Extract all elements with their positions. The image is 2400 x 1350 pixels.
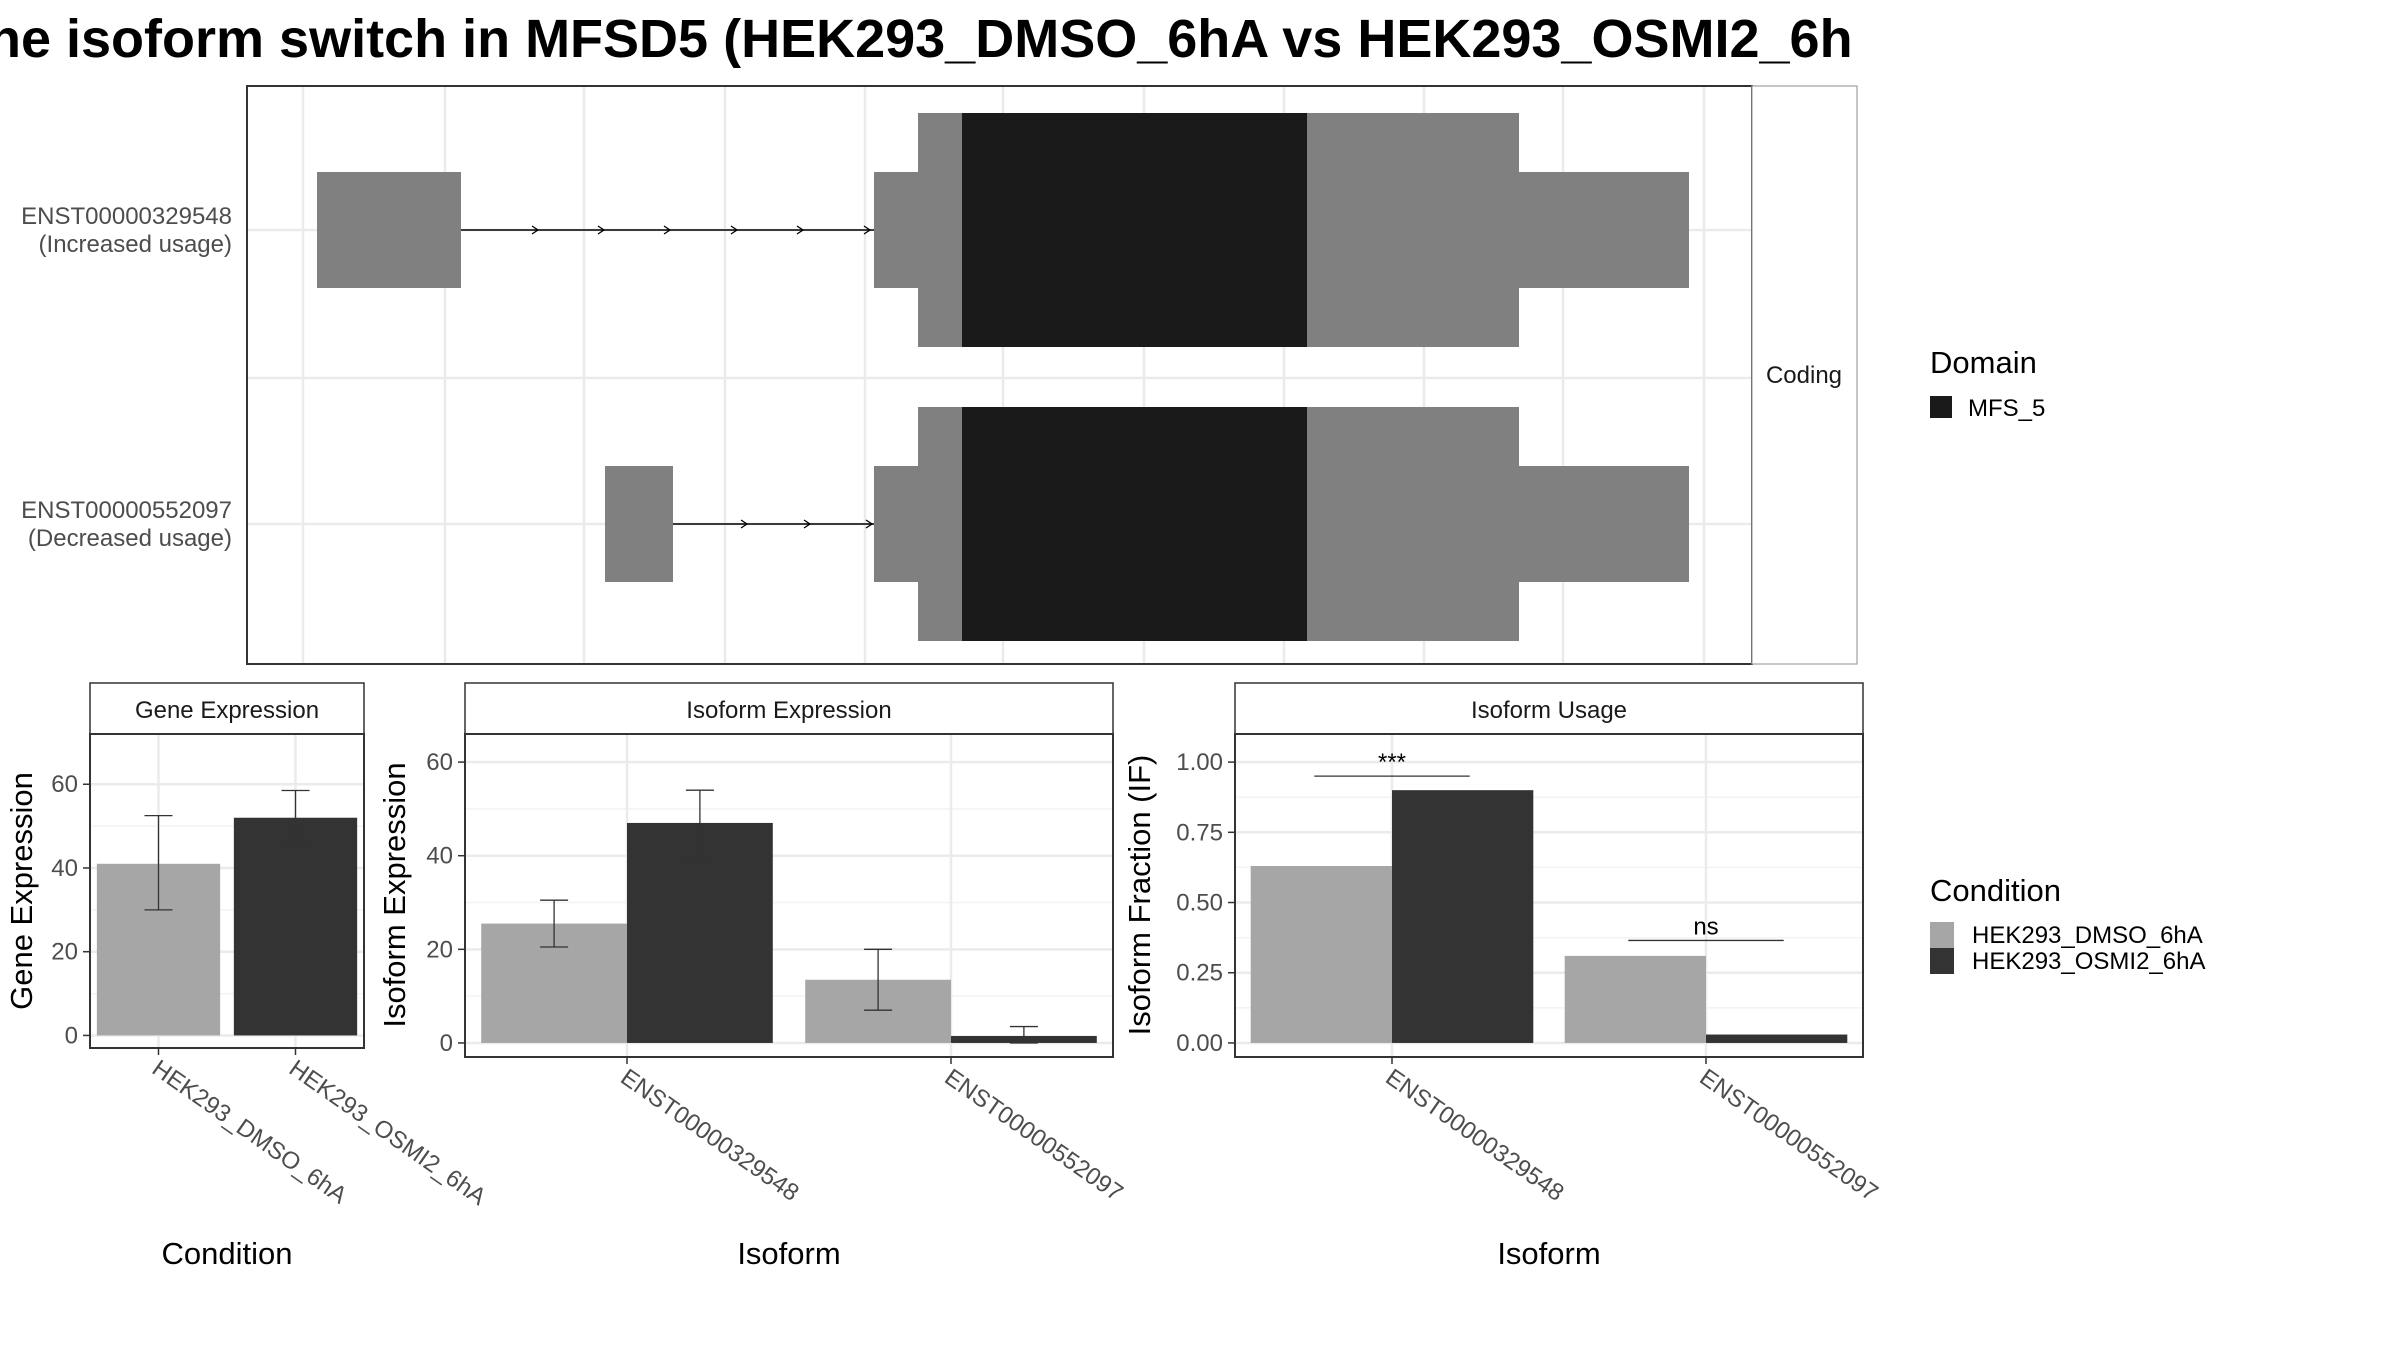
gene-expression-plot-border xyxy=(89,733,365,1049)
structure-shapes xyxy=(317,113,1689,641)
isoform-usage-bars: *** ns xyxy=(1250,749,1848,1043)
condition-legend: Condition HEK293_DMSO_6hA HEK293_OSMI2_6… xyxy=(1930,873,2205,975)
isoform-expression-plot-border xyxy=(464,733,1114,1058)
domain-legend-label: MFS_5 xyxy=(1968,395,2045,422)
isoform-expression-strip-label: Isoform Expression xyxy=(686,697,891,724)
isoform-usage-plot-border xyxy=(1234,733,1864,1058)
transcript-1-direction-arrow xyxy=(730,225,739,235)
transcript-2-mfs5-domain xyxy=(962,407,1307,641)
y-tick-label: 0.50 xyxy=(1176,890,1223,917)
bar-ENST00000552097-HEK293_DMSO_6hA xyxy=(1564,955,1706,1043)
y-tick-label: 0 xyxy=(65,1022,78,1049)
structure-strip xyxy=(1751,85,1858,665)
condition-legend-swatch-1 xyxy=(1930,922,1954,948)
bar-ENST00000329548-HEK293_OSMI2_6hA xyxy=(1392,790,1534,1043)
figure-title: ne isoform switch in MFSD5 (HEK293_DMSO_… xyxy=(0,9,1853,69)
bar-HEK293_OSMI2_6hA xyxy=(233,817,358,1036)
condition-legend-swatch-2 xyxy=(1930,948,1954,974)
isoform-usage-panel: Isoform Usage *** ns 0.00 0.25 0.50 0.75 1.00… xyxy=(1122,682,1883,1271)
y-tick-label: 0.25 xyxy=(1176,960,1223,987)
isoform-usage-ylabel: Isoform Fraction (IF) xyxy=(1122,755,1157,1036)
x-tick-label: ENST00000329548 xyxy=(616,1064,804,1207)
transcript-2-direction-arrow xyxy=(865,519,874,529)
transcript-1-utr-exon-1 xyxy=(317,172,461,288)
y-tick-label: 0.75 xyxy=(1176,819,1223,846)
isoform-expression-strip xyxy=(464,682,1114,735)
condition-legend-label-1: HEK293_DMSO_6hA xyxy=(1972,922,2203,949)
y-tick-label: 40 xyxy=(51,855,78,882)
structure-strip-label: Coding xyxy=(1766,362,1842,389)
bar-ENST00000329548-HEK293_OSMI2_6hA xyxy=(627,822,773,1043)
gene-expression-strip xyxy=(89,682,365,735)
y-tick-label: 60 xyxy=(426,749,453,776)
transcript-2-direction-arrow xyxy=(740,519,749,529)
y-tick-label: 0 xyxy=(440,1030,453,1057)
gene-expression-ylabel: Gene Expression xyxy=(4,772,39,1010)
gene-expression-xlabel: Condition xyxy=(162,1236,293,1271)
gene-expression-panel: Gene Expression 0204060HEK293_DMSO_6hAHE… xyxy=(4,682,491,1271)
condition-legend-label-2: HEK293_OSMI2_6hA xyxy=(1972,948,2205,975)
y-tick-label: 20 xyxy=(51,939,78,966)
transcript-1-direction-arrow xyxy=(796,225,805,235)
bar-ENST00000329548-HEK293_DMSO_6hA xyxy=(1250,866,1392,1043)
transcript-label-1-id: ENST00000329548 xyxy=(21,203,232,230)
y-tick-label: 1.00 xyxy=(1176,749,1223,776)
transcript-label-2-usage: (Decreased usage) xyxy=(28,525,232,552)
transcript-label-2-id: ENST00000552097 xyxy=(21,497,232,524)
domain-legend-swatch xyxy=(1930,396,1952,418)
transcript-structure-panel: Coding ENST00000329548 (Increased usage)… xyxy=(21,85,1858,665)
isoform-expression-bars xyxy=(481,789,1097,1044)
transcript-1-mfs5-domain xyxy=(962,113,1307,347)
y-tick-label: 40 xyxy=(426,843,453,870)
domain-legend: Domain MFS_5 xyxy=(1930,345,2045,422)
y-tick-label: 0.00 xyxy=(1176,1030,1223,1057)
transcript-label-1-usage: (Increased usage) xyxy=(39,231,232,258)
transcript-2-direction-arrow xyxy=(803,519,812,529)
bar-ENST00000552097-HEK293_OSMI2_6hA xyxy=(1706,1034,1848,1043)
transcript-1-direction-arrow xyxy=(663,225,672,235)
x-tick-label: ENST00000552097 xyxy=(1695,1064,1883,1207)
isoform-usage-strip-label: Isoform Usage xyxy=(1471,697,1627,724)
isoform-usage-strip xyxy=(1234,682,1864,735)
transcript-1-direction-arrow xyxy=(863,225,872,235)
y-tick-label: 60 xyxy=(51,771,78,798)
transcript-1-direction-arrow xyxy=(597,225,606,235)
y-tick-label: 20 xyxy=(426,936,453,963)
transcript-2-utr-exon-1 xyxy=(605,466,673,582)
isoform-usage-xlabel: Isoform xyxy=(1497,1236,1600,1271)
domain-legend-title: Domain xyxy=(1930,345,2037,380)
gene-expression-strip-label: Gene Expression xyxy=(135,697,319,724)
x-tick-label: ENST00000329548 xyxy=(1381,1064,1569,1207)
transcript-1-direction-arrow xyxy=(531,225,540,235)
gene-expression-bars xyxy=(96,789,358,1036)
condition-legend-title: Condition xyxy=(1930,873,2061,908)
significance-label: *** xyxy=(1378,749,1406,776)
x-tick-label: ENST00000552097 xyxy=(940,1064,1128,1207)
isoform-expression-xlabel: Isoform xyxy=(737,1236,840,1271)
isoform-expression-ylabel: Isoform Expression xyxy=(377,762,412,1027)
isoform-expression-panel: Isoform Expression 0 20 40 60 ENST0000032954… xyxy=(377,682,1128,1271)
significance-label: ns xyxy=(1693,913,1718,940)
